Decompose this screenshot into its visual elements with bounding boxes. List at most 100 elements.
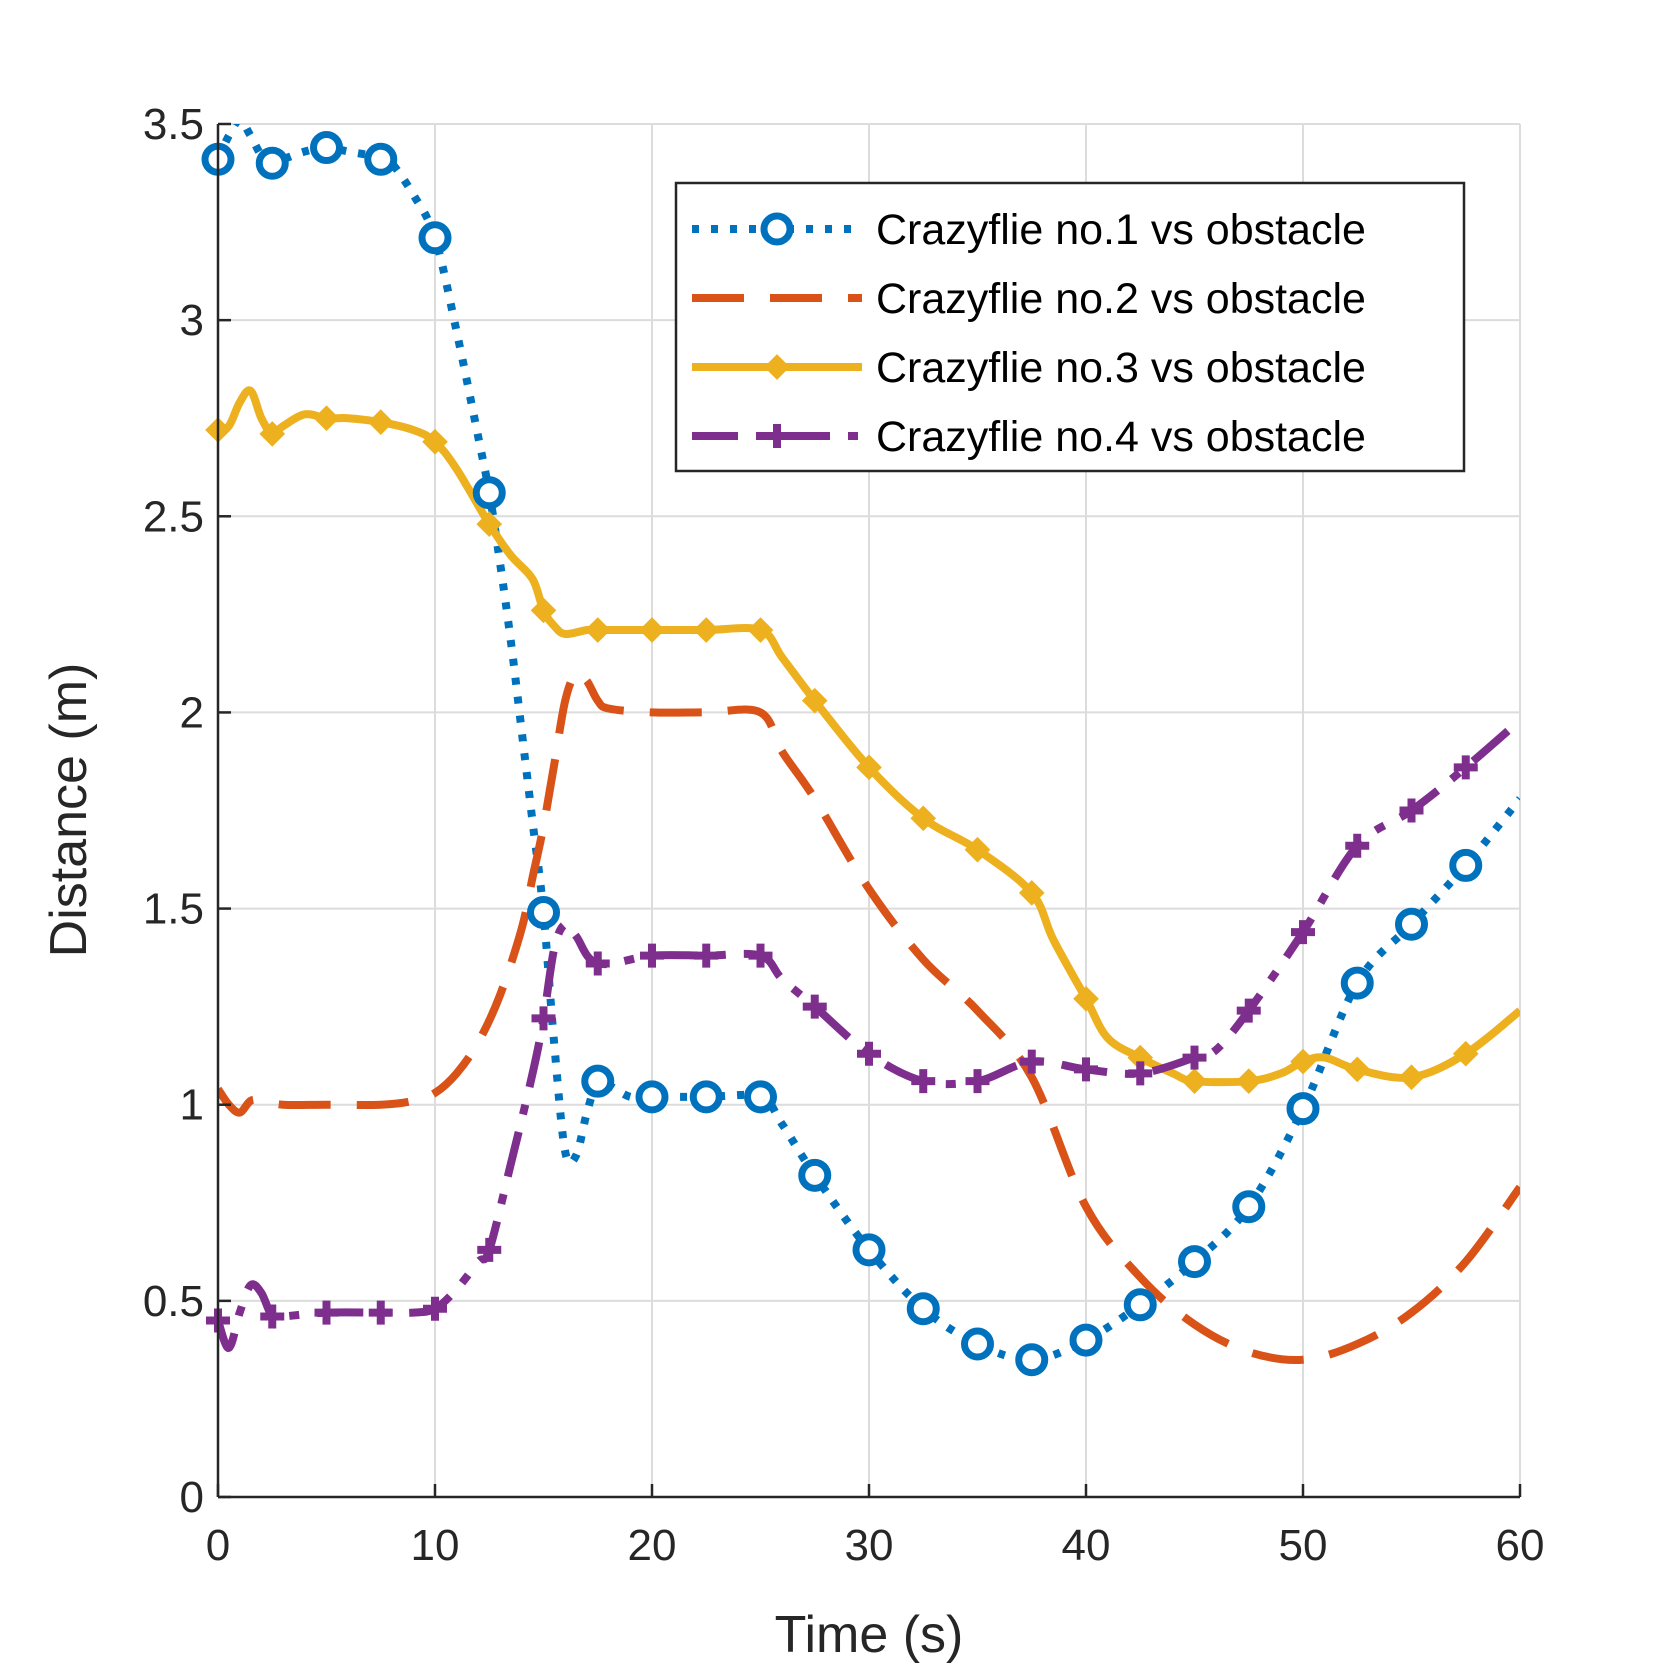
series-1-marker [689, 1080, 723, 1114]
series-4-marker [965, 1069, 990, 1094]
series-3-marker [1344, 1056, 1371, 1083]
series-1-marker [852, 1233, 886, 1267]
series-4-marker [423, 1296, 447, 1321]
legend-label-3: Crazyflie no.3 vs obstacle [876, 344, 1366, 392]
y-tick-label: 1 [180, 1081, 204, 1130]
series-3-marker [530, 597, 557, 624]
legend-label-2: Crazyflie no.2 vs obstacle [876, 275, 1366, 323]
series-1-marker [744, 1080, 777, 1114]
series-4-marker [531, 1006, 556, 1031]
series-4-marker [694, 943, 719, 968]
series-3-marker [259, 421, 286, 447]
series-3-marker [801, 687, 828, 714]
series-3-marker [856, 754, 882, 781]
y-tick-label: 2.5 [143, 492, 204, 541]
series-1-marker [310, 131, 343, 165]
x-tick-label: 30 [845, 1521, 894, 1570]
series-4-marker [857, 1041, 881, 1066]
series-4-marker [911, 1069, 936, 1094]
legend-marker-3 [764, 354, 790, 380]
x-tick-label: 0 [206, 1521, 230, 1570]
x-tick-label: 50 [1279, 1521, 1328, 1570]
series-1-marker [798, 1158, 832, 1192]
series-3-marker [1073, 985, 1099, 1012]
series-4-marker [748, 943, 773, 968]
legend-label-1: Crazyflie no.1 vs obstacle [876, 206, 1366, 254]
series-1-marker [1449, 848, 1483, 882]
series-3-marker [964, 836, 991, 863]
series-1-marker [1395, 907, 1428, 941]
series-4-marker [314, 1300, 339, 1325]
series-3-marker [1235, 1068, 1262, 1095]
y-tick-label: 2 [180, 688, 204, 737]
y-tick-label: 0.5 [143, 1277, 204, 1326]
series-3-marker [1398, 1064, 1425, 1091]
series-1-marker [581, 1064, 615, 1098]
series-1-marker [906, 1292, 940, 1326]
x-tick-label: 40 [1062, 1521, 1111, 1570]
y-axis-title: Distance (m) [40, 663, 98, 958]
series-4-marker [802, 994, 827, 1019]
axes [216, 122, 1522, 1499]
series-1-marker [1123, 1288, 1157, 1322]
x-tick-label: 20 [628, 1521, 677, 1570]
y-tick-label: 1.5 [143, 885, 204, 934]
x-tick-labels: 0 10 20 30 40 50 60 [206, 1521, 1545, 1570]
series-1-marker [1232, 1190, 1266, 1224]
series-3-marker [747, 617, 774, 643]
series-line-4 [218, 717, 1520, 1352]
series-3-marker [1181, 1068, 1208, 1095]
series-1-marker [364, 142, 398, 176]
series-1-marker [1178, 1245, 1211, 1279]
series-3-marker [476, 511, 503, 537]
y-tick-label: 3.5 [143, 100, 204, 149]
series-1-marker [635, 1080, 669, 1114]
series-1-marker [1015, 1343, 1049, 1377]
series-4-marker [260, 1304, 285, 1329]
series-4-marker [1236, 998, 1261, 1023]
series-4-marker [585, 951, 610, 976]
x-tick-label: 10 [411, 1521, 460, 1570]
legend: Crazyflie no.1 vs obstacle Crazyflie no.2… [674, 181, 1466, 473]
series-4-marker [1399, 798, 1424, 823]
series-1-marker [527, 895, 560, 929]
y-tick-labels: 0 0.5 1 1.5 2 2.5 3 3.5 [143, 100, 204, 1522]
series-3-marker [367, 409, 394, 435]
series-4-marker [1345, 833, 1370, 858]
series-3-marker [1290, 1048, 1316, 1075]
series-4-marker [1128, 1061, 1153, 1086]
series-4-marker [640, 943, 664, 968]
series-1-marker [418, 221, 452, 255]
series-3-marker [313, 405, 340, 432]
series-3-marker [1018, 880, 1045, 906]
series-3-marker [693, 617, 720, 643]
series-1-marker [1340, 966, 1374, 1000]
series-3-marker [584, 617, 611, 643]
legend-marker-1 [760, 212, 794, 246]
series-1-marker [1286, 1092, 1320, 1126]
y-tick-label: 3 [180, 296, 204, 345]
series-1-marker [961, 1327, 994, 1361]
series-4-marker [1291, 920, 1315, 945]
series-line-2 [218, 668, 1520, 1364]
series-4-marker [1074, 1057, 1098, 1082]
legend-label-4: Crazyflie no.4 vs obstacle [876, 413, 1366, 461]
y-tick-label: 0 [180, 1473, 204, 1522]
x-axis-title: Time (s) [775, 1606, 964, 1664]
series-1-marker [255, 146, 289, 180]
series-4-marker [1453, 755, 1478, 780]
series-3-marker [422, 428, 448, 455]
series-3-marker [639, 617, 665, 643]
series-1-marker [472, 476, 506, 510]
series-3-marker [910, 805, 937, 832]
series-4-marker [477, 1237, 502, 1262]
series-4-marker [1182, 1045, 1207, 1070]
series-4-marker [368, 1300, 393, 1325]
legend-marker-4 [765, 424, 789, 448]
series-markers [201, 131, 1483, 1377]
series-3-marker [1452, 1040, 1479, 1067]
series-4-marker [1019, 1049, 1044, 1074]
series-line-3 [218, 386, 1520, 1087]
x-tick-label: 60 [1496, 1521, 1545, 1570]
